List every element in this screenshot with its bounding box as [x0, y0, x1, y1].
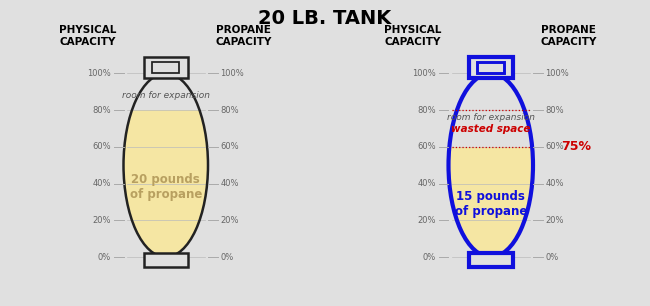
Bar [144, 57, 188, 78]
Text: 60%: 60% [545, 142, 564, 151]
Bar [477, 62, 504, 73]
Text: 0%: 0% [423, 252, 436, 262]
Text: 20%: 20% [220, 216, 239, 225]
Text: 80%: 80% [417, 106, 436, 115]
Text: PHYSICAL
CAPACITY: PHYSICAL CAPACITY [384, 25, 441, 47]
Text: room for expansion: room for expansion [122, 91, 210, 100]
Text: 40%: 40% [545, 179, 564, 188]
Text: 75%: 75% [562, 140, 592, 153]
Text: wasted space: wasted space [451, 124, 530, 133]
Text: 20%: 20% [93, 216, 111, 225]
Text: 100%: 100% [87, 69, 111, 78]
Text: 60%: 60% [417, 142, 436, 151]
Text: 20 pounds
of propane: 20 pounds of propane [129, 173, 202, 200]
Text: 80%: 80% [545, 106, 564, 115]
Text: PHYSICAL
CAPACITY: PHYSICAL CAPACITY [59, 25, 116, 47]
Text: 0%: 0% [98, 252, 111, 262]
Text: 60%: 60% [92, 142, 111, 151]
Ellipse shape [448, 73, 533, 257]
Text: PROPANE
CAPACITY: PROPANE CAPACITY [541, 25, 597, 47]
Text: 0%: 0% [545, 252, 558, 262]
Text: 20%: 20% [418, 216, 436, 225]
Bar [469, 57, 513, 78]
Bar [436, 43, 546, 147]
Text: room for expansion: room for expansion [447, 113, 535, 122]
Bar [111, 43, 221, 110]
Text: 0%: 0% [220, 252, 233, 262]
Bar [152, 62, 179, 73]
Text: 100%: 100% [412, 69, 436, 78]
Bar [144, 253, 188, 267]
Text: 40%: 40% [220, 179, 239, 188]
Text: 20 LB. TANK: 20 LB. TANK [259, 9, 391, 28]
Text: 80%: 80% [92, 106, 111, 115]
Text: 20%: 20% [545, 216, 564, 225]
Text: 15 pounds
of propane: 15 pounds of propane [454, 190, 527, 218]
Ellipse shape [124, 73, 208, 257]
Text: PROPANE
CAPACITY: PROPANE CAPACITY [216, 25, 272, 47]
Text: 100%: 100% [545, 69, 569, 78]
Bar [469, 253, 513, 267]
Text: 80%: 80% [220, 106, 239, 115]
Text: 40%: 40% [418, 179, 436, 188]
Text: 100%: 100% [220, 69, 244, 78]
Text: 60%: 60% [220, 142, 239, 151]
Text: 40%: 40% [93, 179, 111, 188]
